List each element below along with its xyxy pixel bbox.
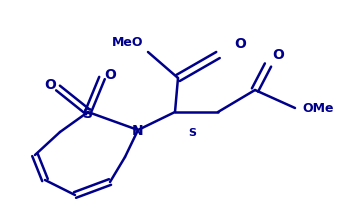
Text: S: S [83,107,93,121]
Text: O: O [234,37,246,51]
Text: O: O [104,68,116,82]
Text: O: O [272,48,284,62]
Text: N: N [132,124,144,138]
Text: S: S [188,128,196,138]
Text: MeO: MeO [112,35,144,48]
Text: OMe: OMe [302,101,334,114]
Text: O: O [44,78,56,92]
